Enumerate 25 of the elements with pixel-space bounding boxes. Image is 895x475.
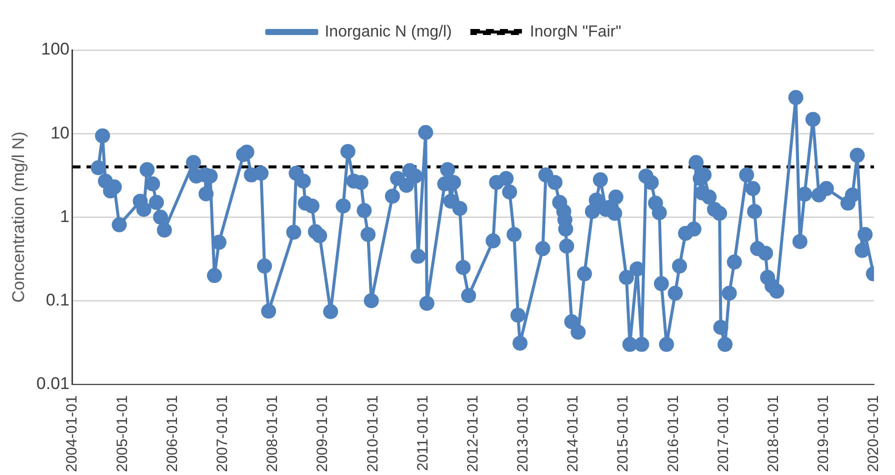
x-tick-label: 2014-01-01	[564, 395, 582, 472]
y-tick-label: 100	[41, 40, 70, 59]
y-tick-label: 10	[50, 123, 70, 142]
x-tick-label: 2007-01-01	[214, 395, 231, 472]
x-tick-label: 2009-01-01	[314, 395, 332, 472]
legend-label: InorgN "Fair"	[530, 23, 622, 40]
x-tick-label: 2005-01-01	[114, 395, 131, 472]
x-tick-label: 2006-01-01	[164, 395, 181, 472]
x-tick-label: 2017-01-01	[714, 395, 732, 472]
y-tick-label: 0.01	[36, 374, 70, 393]
x-tick-label: 2016-01-01	[664, 395, 682, 472]
y-tick-label: 1	[60, 206, 70, 226]
x-tick-label: 2019-01-01	[815, 395, 832, 472]
x-tick-label: 2012-01-01	[464, 395, 482, 472]
x-tick-label: 2015-01-01	[614, 395, 632, 472]
x-tick-label: 2013-01-01	[514, 395, 532, 472]
x-tick-label: 2010-01-01	[364, 395, 382, 472]
x-tick-label: 2004-01-01	[64, 395, 81, 472]
x-tick-label: 2008-01-01	[264, 395, 282, 472]
legend-label: Inorganic N (mg/l)	[324, 23, 452, 40]
x-tick-label: 2018-01-01	[765, 395, 782, 472]
y-axis-title: Concentration (mg/l N)	[8, 132, 28, 303]
x-tick-label: 2011-01-01	[414, 395, 432, 471]
y-tick-label: 0.1	[46, 290, 70, 310]
x-tick-label: 2020-01-01	[865, 395, 882, 472]
